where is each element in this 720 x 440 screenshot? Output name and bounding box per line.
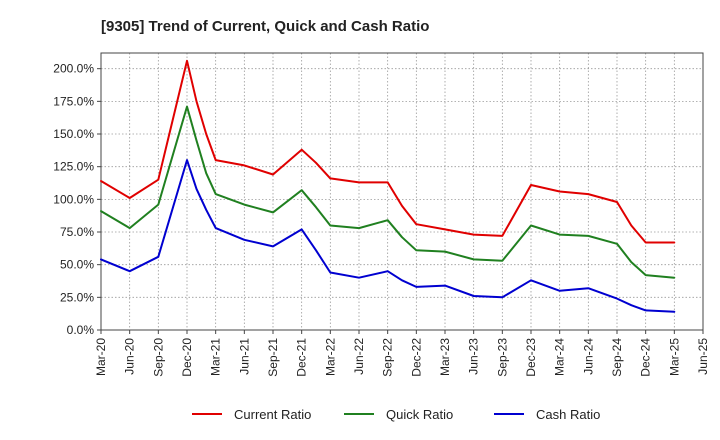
x-tick-label: Sep-22 xyxy=(381,338,395,377)
y-tick-label: 25.0% xyxy=(60,290,94,304)
legend: Current Ratio Quick Ratio Cash Ratio xyxy=(192,407,600,422)
grid-layer xyxy=(100,53,704,331)
series-layer xyxy=(100,59,676,313)
x-axis: Mar-20 Jun-20 Sep-20 Dec-20 Mar-21 Jun-21 Sep-… xyxy=(94,330,710,377)
x-tick-label: Mar-20 xyxy=(94,338,108,376)
x-tick-label: Jun-23 xyxy=(467,338,481,375)
y-tick-label: 0.0% xyxy=(67,323,95,337)
x-tick-label: Mar-22 xyxy=(323,338,337,376)
x-tick-label: Mar-24 xyxy=(553,338,567,376)
y-tick-label: 100.0% xyxy=(53,192,94,206)
x-tick-label: Mar-21 xyxy=(209,338,223,376)
x-tick-label: Jun-22 xyxy=(352,338,366,375)
series-line-cash-ratio xyxy=(100,159,676,313)
x-tick-label: Mar-25 xyxy=(667,338,681,376)
y-tick-label: 75.0% xyxy=(60,225,94,239)
x-tick-label: Dec-20 xyxy=(180,338,194,377)
y-tick-label: 150.0% xyxy=(53,127,94,141)
x-tick-label: Mar-23 xyxy=(438,338,452,376)
plot-frame xyxy=(100,52,704,331)
series-line-current-ratio xyxy=(100,59,676,244)
x-tick-label: Jun-24 xyxy=(581,338,595,375)
x-tick-label: Jun-25 xyxy=(696,338,710,375)
x-tick-label: Jun-20 xyxy=(123,338,137,375)
chart-title: [9305] Trend of Current, Quick and Cash … xyxy=(101,18,429,35)
y-tick-label: 175.0% xyxy=(53,94,94,108)
x-tick-label: Sep-23 xyxy=(495,338,509,377)
x-tick-label: Sep-24 xyxy=(610,338,624,377)
legend-label-current-ratio: Current Ratio xyxy=(234,407,311,422)
y-axis: 0.0% 25.0% 50.0% 75.0% 100.0% 125.0% 150.0% 175… xyxy=(53,62,101,337)
legend-label-cash-ratio: Cash Ratio xyxy=(536,407,600,422)
x-tick-label: Dec-22 xyxy=(409,338,423,377)
x-tick-label: Dec-23 xyxy=(524,338,538,377)
x-tick-label: Jun-21 xyxy=(237,338,251,375)
y-tick-label: 125.0% xyxy=(53,160,94,174)
y-tick-label: 200.0% xyxy=(53,62,94,76)
legend-label-quick-ratio: Quick Ratio xyxy=(386,407,453,422)
x-tick-label: Dec-24 xyxy=(639,338,653,377)
y-tick-label: 50.0% xyxy=(60,258,94,272)
series-line-quick-ratio xyxy=(100,105,676,279)
x-tick-label: Dec-21 xyxy=(295,338,309,377)
x-tick-label: Sep-20 xyxy=(151,338,165,377)
x-tick-label: Sep-21 xyxy=(266,338,280,377)
